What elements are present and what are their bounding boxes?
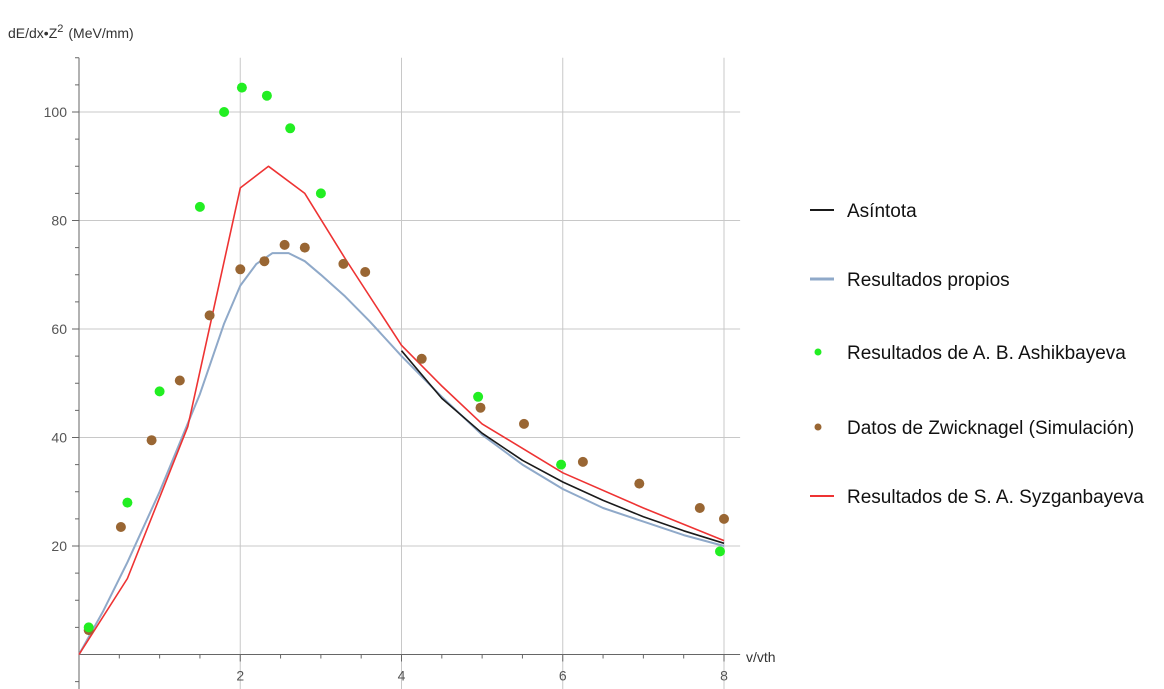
data-point-series-2 bbox=[83, 622, 94, 633]
data-point-series-2 bbox=[194, 201, 205, 212]
plot-series bbox=[78, 82, 729, 655]
data-point-series-3 bbox=[519, 418, 529, 429]
data-point-series-3 bbox=[115, 522, 126, 532]
data-point-series-2 bbox=[285, 123, 296, 134]
data-point-series-2 bbox=[315, 188, 326, 199]
data-point-series-3 bbox=[204, 310, 215, 321]
legend-label-1: Resultados propios bbox=[847, 270, 1010, 291]
legend-label-2: Resultados de A. B. Ashikbayeva bbox=[847, 343, 1126, 364]
series-line-0 bbox=[400, 350, 725, 545]
legend-label-3: Datos de Zwicknagel (Simulación) bbox=[847, 418, 1134, 439]
legend-label-0: Asíntota bbox=[847, 201, 917, 222]
y-tick-label: 80 bbox=[51, 213, 67, 229]
legend: Asíntota Resultados propios Resultados de … bbox=[810, 201, 1144, 508]
data-point-series-3 bbox=[719, 513, 729, 524]
x-tick-label: 8 bbox=[720, 668, 728, 684]
series-line-1 bbox=[78, 252, 725, 655]
data-point-series-3 bbox=[259, 256, 270, 267]
data-point-series-2 bbox=[261, 90, 272, 101]
data-point-series-2 bbox=[473, 391, 484, 402]
tick-labels: 2 4 6 8 20 40 60 80 100 bbox=[44, 104, 728, 684]
axes bbox=[72, 57, 741, 689]
data-point-series-3 bbox=[174, 375, 185, 386]
y-axis-title-unit: (MeV/mm) bbox=[68, 25, 133, 41]
x-tick-label: 4 bbox=[398, 668, 406, 684]
x-tick-label: 2 bbox=[236, 668, 244, 684]
data-point-series-3 bbox=[338, 258, 349, 269]
data-point-series-3 bbox=[634, 478, 645, 489]
data-point-series-3 bbox=[475, 402, 486, 413]
data-point-series-3 bbox=[577, 456, 588, 467]
x-axis-title: v/vth bbox=[746, 649, 776, 665]
data-point-series-2 bbox=[219, 107, 230, 117]
data-point-series-3 bbox=[235, 264, 246, 275]
data-point-series-3 bbox=[360, 267, 371, 277]
x-tick-label: 6 bbox=[559, 668, 567, 684]
y-tick-label: 40 bbox=[51, 430, 67, 446]
legend-label-4: Resultados de S. A. Syzganbayeva bbox=[847, 487, 1144, 508]
series-line-4 bbox=[78, 165, 725, 655]
data-point-series-3 bbox=[146, 435, 157, 446]
y-tick-label: 60 bbox=[51, 321, 67, 337]
data-point-series-3 bbox=[299, 242, 310, 253]
data-point-series-2 bbox=[154, 386, 165, 397]
data-point-series-2 bbox=[556, 459, 567, 470]
legend-swatch-3 bbox=[814, 423, 822, 431]
data-point-series-2 bbox=[236, 82, 247, 93]
y-axis-title-sup: 2 bbox=[57, 23, 63, 35]
grid bbox=[79, 57, 741, 689]
y-axis-title: dE/dx•Z2 (MeV/mm) bbox=[8, 23, 134, 41]
legend-swatch-2 bbox=[814, 348, 822, 356]
y-tick-label: 100 bbox=[44, 104, 68, 120]
data-point-series-3 bbox=[279, 239, 290, 250]
y-tick-label: 20 bbox=[51, 538, 67, 554]
data-point-series-3 bbox=[694, 503, 705, 513]
data-point-series-3 bbox=[416, 353, 427, 364]
y-axis-title-main: dE/dx•Z bbox=[8, 25, 58, 41]
data-point-series-2 bbox=[715, 546, 725, 557]
data-point-series-2 bbox=[122, 497, 133, 508]
